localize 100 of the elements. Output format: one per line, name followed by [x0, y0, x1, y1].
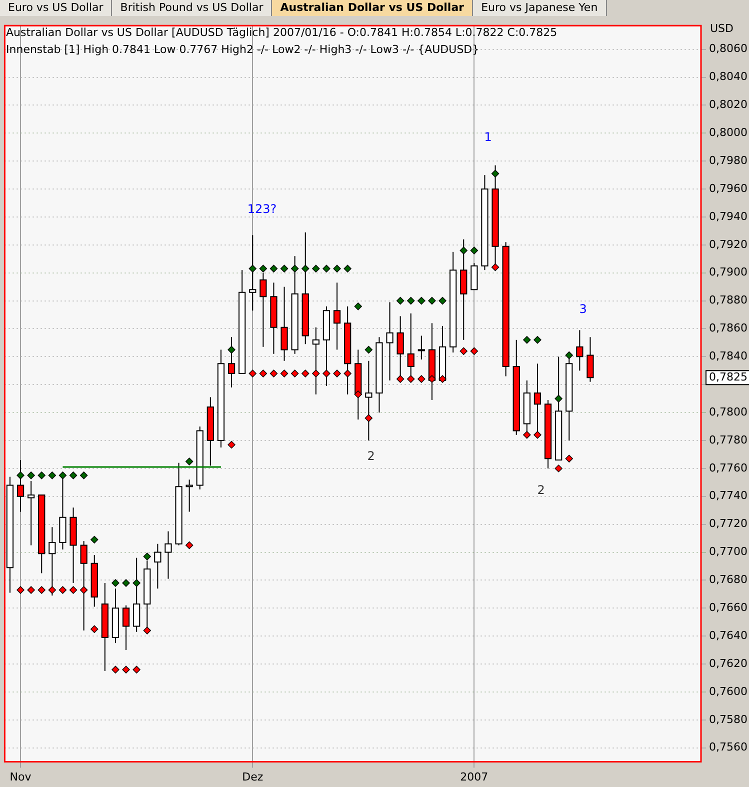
point [333, 264, 341, 273]
y-tick-label: 0,7760 [709, 461, 748, 474]
point [302, 370, 310, 378]
point [396, 375, 404, 383]
point [554, 394, 562, 402]
y-tick-label: 0,8040 [709, 70, 748, 84]
point [491, 170, 500, 178]
point [58, 586, 67, 594]
point [143, 552, 151, 560]
text: Euro vs US Dollar [0, 0, 112, 16]
point [523, 431, 531, 439]
point [270, 264, 278, 273]
point [27, 586, 35, 594]
point [354, 302, 362, 310]
chart-title: Australian Dollar vs US Dollar [AUDUSD Täglich] 2007/01/16 - O:0.7841 H:0.7854 L:0.7822 C:0.7825 [6, 25, 558, 41]
y-tick-label: 0,7940 [709, 210, 748, 223]
annotation: 2 [537, 483, 545, 498]
point [112, 579, 120, 587]
point [565, 351, 573, 360]
y-tick-label: 0,7580 [709, 712, 748, 726]
point [364, 414, 373, 422]
point [438, 375, 446, 383]
point [491, 263, 500, 272]
point [344, 370, 352, 378]
x-tick-label: Dez [242, 770, 264, 784]
point [143, 626, 151, 634]
y-tick-label: 0,7600 [709, 684, 748, 698]
point [16, 586, 24, 594]
y-tick-label: 0,7840 [709, 350, 748, 363]
point [69, 586, 78, 594]
point [534, 336, 542, 344]
text: 0,7825 [709, 370, 748, 384]
point [248, 370, 256, 378]
y-tick-label: 0,8000 [709, 126, 748, 140]
y-tick-label: 0,7880 [709, 294, 748, 307]
point [228, 440, 236, 449]
point [80, 586, 88, 594]
point [90, 625, 98, 633]
point [523, 336, 531, 344]
point [132, 666, 140, 674]
y-tick-label: 0,7960 [709, 182, 748, 195]
y-tick-label: 0,7620 [709, 656, 748, 670]
point [407, 375, 415, 383]
point [290, 370, 299, 378]
point [280, 264, 288, 273]
y-tick-label: 0,7900 [709, 266, 748, 279]
point [534, 431, 542, 439]
y-tick-label: 0,7660 [709, 600, 748, 614]
y-tick-label: 0,7680 [709, 573, 748, 586]
y-tick-label: 0,8060 [709, 42, 748, 56]
point [48, 472, 56, 480]
point [38, 586, 46, 594]
point [132, 579, 140, 587]
point [333, 370, 341, 378]
point [460, 246, 468, 254]
point [344, 264, 352, 273]
point [428, 375, 436, 383]
point [228, 346, 236, 354]
y-tick-label: 0,7780 [709, 433, 748, 446]
point [396, 296, 404, 305]
y-axis-title: USD [710, 22, 734, 35]
point [302, 264, 310, 273]
y-tick-label: 0,7980 [709, 154, 748, 167]
annotation: 123? [247, 202, 277, 216]
point [290, 264, 299, 273]
point [16, 472, 24, 480]
point [470, 347, 478, 355]
x-tick-label: 2007 [460, 770, 488, 784]
point [554, 464, 562, 472]
y-tick-label: 0,8020 [709, 98, 748, 112]
y-tick-label: 0,7700 [709, 545, 748, 558]
point [322, 264, 330, 273]
point [312, 264, 320, 273]
point [122, 666, 130, 674]
text: Australian Dollar vs US Dollar [272, 0, 474, 16]
point [565, 454, 573, 463]
text: British Pound vs US Dollar [112, 0, 272, 16]
annotation: 2 [367, 449, 375, 464]
y-tick-label: 0,7860 [709, 322, 748, 335]
point [407, 296, 415, 305]
point [122, 579, 130, 587]
point [460, 347, 468, 355]
x-tick-label: Nov [10, 770, 32, 784]
point [58, 472, 67, 480]
point [418, 375, 426, 383]
point [438, 296, 446, 305]
point [69, 472, 78, 480]
y-tick-label: 0,7720 [709, 517, 748, 530]
point [185, 541, 194, 550]
y-tick-label: 0,7920 [709, 238, 748, 251]
point [90, 536, 98, 544]
point [270, 370, 278, 378]
point [38, 472, 46, 480]
point [48, 586, 56, 594]
point [259, 264, 268, 273]
point [248, 264, 256, 273]
point [80, 472, 88, 480]
point [354, 390, 362, 398]
annotation: 1 [484, 130, 492, 144]
point [418, 296, 426, 305]
